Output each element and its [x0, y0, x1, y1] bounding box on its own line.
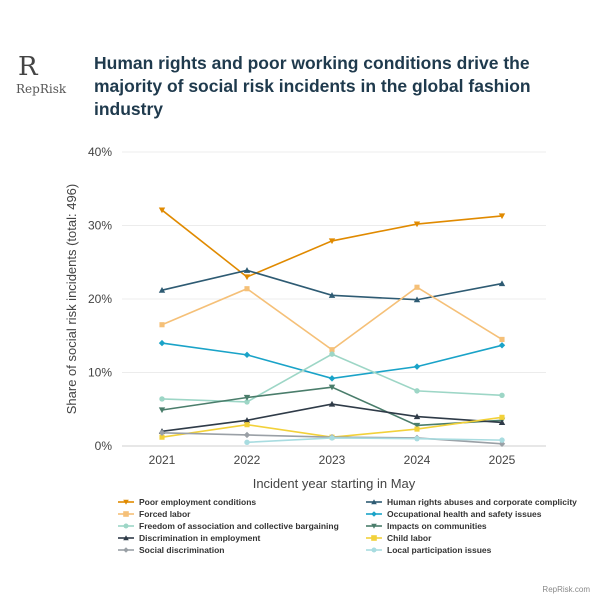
data-point [243, 351, 251, 359]
data-point [328, 384, 336, 391]
x-tick-label: 2024 [404, 453, 431, 467]
legend-label: Occupational health and safety issues [387, 508, 542, 519]
series-line-10 [246, 437, 503, 444]
legend-item: Forced labor [118, 508, 366, 519]
data-point [158, 429, 166, 436]
data-point [328, 292, 336, 298]
data-point [158, 407, 166, 414]
legend-label: Human rights abuses and corporate compli… [387, 496, 577, 507]
data-point [243, 417, 251, 423]
legend-swatch [366, 498, 382, 504]
footer-source: RepRisk.com [542, 585, 590, 594]
y-tick-label: 20% [88, 292, 112, 306]
legend-item: Poor employment conditions [118, 496, 366, 507]
data-point [158, 207, 166, 214]
y-tick-label: 10% [88, 366, 112, 380]
legend-label: Child labor [387, 532, 432, 543]
y-tick-label: 40% [88, 145, 112, 159]
data-point [244, 399, 250, 405]
legend-label: Poor employment conditions [139, 496, 257, 507]
legend-swatch [118, 523, 134, 528]
legend-item: Human rights abuses and corporate compli… [366, 496, 588, 507]
legend-swatch [366, 534, 382, 541]
data-point [243, 394, 251, 401]
legend-swatch [366, 510, 382, 517]
data-point [329, 351, 335, 357]
legend-swatch [118, 534, 134, 540]
data-point [243, 267, 251, 273]
legend-label: Local participation issues [387, 544, 492, 555]
data-point [413, 296, 421, 303]
data-point [328, 238, 336, 245]
data-point [159, 434, 165, 440]
legend-swatch [118, 499, 134, 505]
legend-swatch [366, 523, 382, 529]
legend-label: Forced labor [139, 508, 191, 519]
data-point [328, 375, 336, 382]
legend-label: Social discrimination [139, 544, 225, 555]
data-point [414, 388, 420, 394]
data-point [499, 392, 505, 399]
legend-item: Occupational health and safety issues [366, 508, 588, 519]
legend-swatch [366, 547, 382, 552]
data-point [328, 400, 336, 407]
data-point [158, 286, 166, 293]
legend-item: Child labor [366, 532, 588, 543]
data-point [498, 280, 506, 287]
chart-legend: Poor employment conditions Human rights a… [118, 496, 588, 555]
x-axis-label: Incident year starting in May [253, 476, 416, 491]
x-tick-label: 2022 [234, 453, 261, 467]
chart-title: Human rights and poor working conditions… [94, 53, 531, 119]
legend-item: Local participation issues [366, 544, 588, 555]
x-tick-label: 2025 [489, 453, 516, 467]
data-point [159, 322, 165, 328]
y-tick-label: 0% [95, 439, 113, 453]
y-axis-label: Share of social risk incidents (total: 4… [64, 184, 79, 415]
data-point [498, 342, 506, 349]
data-point [499, 414, 505, 420]
data-point [413, 413, 421, 420]
legend-label: Freedom of association and collective ba… [139, 520, 339, 531]
series-line-7 [161, 403, 503, 433]
data-point [243, 431, 251, 439]
data-point [413, 363, 421, 370]
data-point [499, 437, 505, 443]
logo-text: RepRisk [16, 82, 67, 96]
legend-item: Impacts on communities [366, 520, 588, 531]
data-point [414, 435, 420, 442]
data-point [498, 213, 506, 220]
data-point [244, 422, 250, 428]
data-point [498, 419, 506, 426]
data-point [329, 435, 335, 441]
data-point [244, 286, 250, 292]
data-point [158, 339, 166, 347]
x-tick-label: 2021 [149, 453, 176, 467]
data-point [414, 426, 420, 432]
data-point [243, 274, 251, 281]
data-point [413, 221, 421, 228]
data-point [159, 396, 165, 402]
y-tick-label: 30% [88, 219, 112, 233]
legend-label: Impacts on communities [387, 520, 487, 531]
legend-item: Freedom of association and collective ba… [118, 520, 366, 531]
logo-mark: R [18, 52, 38, 82]
x-tick-label: 2023 [319, 453, 346, 467]
legend-item: Social discrimination [118, 544, 366, 555]
data-point [329, 347, 335, 353]
legend-label: Discrimination in employment [139, 532, 261, 543]
data-point [413, 422, 421, 429]
data-point [499, 336, 505, 342]
data-point [414, 284, 420, 290]
legend-swatch [118, 546, 134, 553]
legend-item: Discrimination in employment [118, 532, 366, 543]
legend-swatch [118, 510, 134, 517]
data-point [244, 439, 250, 446]
reprisk-logo: R RepRisk [16, 54, 80, 96]
